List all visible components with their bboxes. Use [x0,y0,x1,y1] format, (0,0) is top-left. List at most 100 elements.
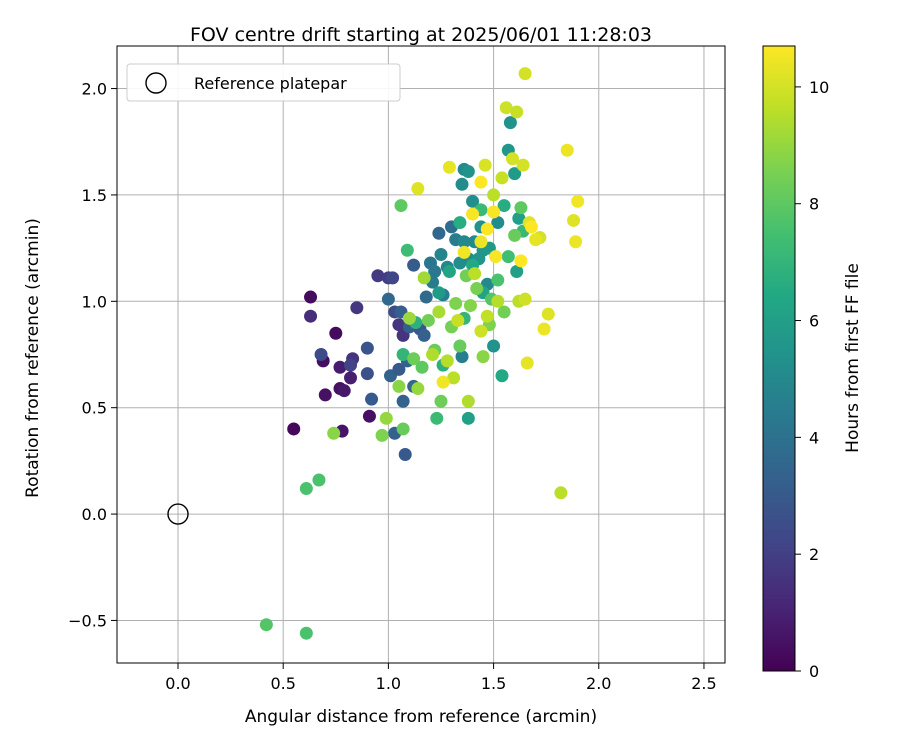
colorbar-tick-label: 6 [809,312,819,331]
data-point [457,235,471,249]
data-point [529,233,543,247]
data-point [440,354,454,368]
y-tick-label: 0.0 [82,505,107,524]
data-point [411,382,425,396]
data-point [428,265,442,279]
data-point [491,216,505,230]
data-point [506,152,520,166]
data-point [434,394,448,408]
data-point [449,296,463,310]
data-point [421,313,435,327]
x-axis-ticks: 0.0 0.5 1.0 1.5 2.0 2.5 [165,663,717,693]
data-point [466,194,480,208]
y-tick-label: 1.0 [82,292,107,311]
data-point [396,394,410,408]
x-tick-label: 2.0 [586,674,611,693]
data-point [400,243,414,257]
x-tick-label: 1.5 [481,674,506,693]
data-point [487,339,501,353]
data-point [371,269,385,283]
data-point [474,235,488,249]
colorbar-tick-label: 0 [809,662,819,681]
data-point [392,362,406,376]
legend-label-reference: Reference platepar [194,74,347,93]
data-point [501,250,515,264]
data-point [392,318,406,332]
data-point [344,358,358,372]
data-point [512,211,526,225]
x-axis-label: Angular distance from reference (arcmin) [245,707,597,727]
data-point [480,309,494,323]
colorbar-tick-label: 10 [809,78,829,97]
plot-frame [116,45,726,664]
data-point [491,294,505,308]
x-tick-label: 0.0 [165,674,190,693]
y-axis-ticks: −0.5 0.0 0.5 1.0 1.5 2.0 [68,80,117,630]
data-point [541,307,555,321]
data-point [432,305,446,319]
data-point [350,301,364,315]
colorbar-tick-label: 8 [809,195,819,214]
data-point [478,158,492,172]
legend-marker-reference [145,72,167,94]
data-point [466,207,480,221]
data-point [396,422,410,436]
data-point [360,367,374,381]
data-point [489,250,503,264]
colorbar-label: Hours from first FF file [843,263,863,453]
colorbar: 0 2 4 6 8 10 Hours from first FF file [762,45,863,681]
data-point [436,375,450,389]
data-point [520,356,534,370]
data-point [474,324,488,338]
data-point [487,205,501,219]
data-point [360,341,374,355]
data-point [312,473,326,487]
data-point [560,143,574,157]
data-point [314,348,328,361]
colorbar-gradient [762,45,796,672]
data-point [518,67,532,81]
data-point [396,348,410,361]
data-point [415,360,429,374]
data-point [508,228,522,242]
data-point [426,348,440,361]
data-point [453,216,467,230]
data-point [537,322,551,336]
y-tick-label: 2.0 [82,80,107,99]
legend-box [126,63,401,102]
data-point [468,267,482,281]
data-point [461,165,475,179]
data-point [417,328,431,342]
data-point [554,486,568,500]
data-point [434,248,448,262]
data-point [497,199,511,213]
data-point [299,482,313,496]
data-point [365,392,379,406]
x-tick-label: 1.0 [376,674,401,693]
data-point [304,309,318,323]
data-point [419,290,433,304]
data-point [375,428,389,442]
data-point [402,311,416,325]
data-point [398,447,412,461]
y-tick-label: −0.5 [68,611,107,630]
data-point [394,199,408,213]
data-point [569,235,583,249]
data-point [417,271,431,285]
data-point [337,384,351,398]
data-point [503,116,517,130]
data-point [516,158,530,172]
colorbar-tick-label: 2 [809,545,819,564]
data-point [386,271,400,285]
data-point [432,286,446,300]
data-point [470,282,484,296]
data-point [407,258,421,272]
data-point [407,352,421,366]
data-point [318,388,332,402]
data-point [514,201,528,215]
data-point [514,254,528,268]
data-point [474,175,488,189]
grid [117,46,725,663]
